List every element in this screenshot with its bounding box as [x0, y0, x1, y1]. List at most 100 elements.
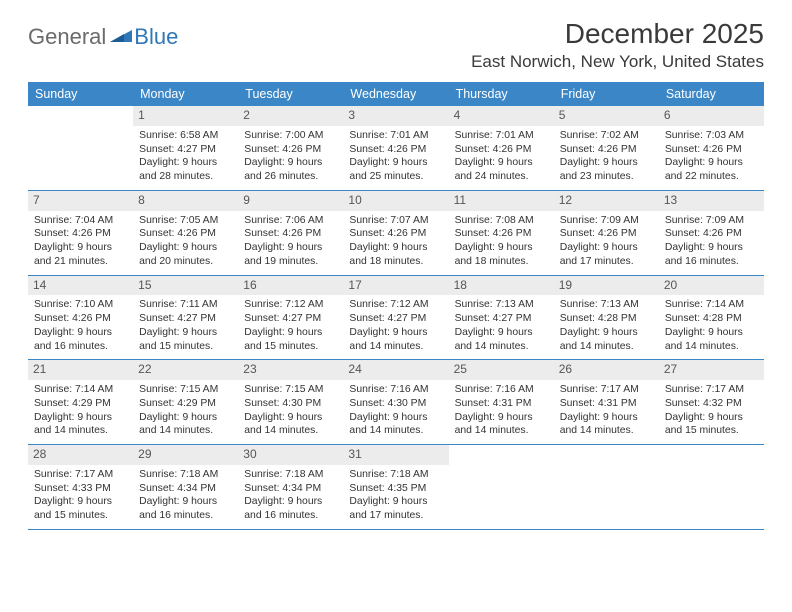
day-cell: 25 Sunrise: 7:16 AM Sunset: 4:31 PM Dayli…: [449, 360, 554, 444]
day-number: 31: [343, 445, 448, 465]
day-details: Sunrise: 7:16 AM Sunset: 4:30 PM Dayligh…: [349, 383, 442, 438]
logo-text-blue: Blue: [134, 24, 178, 50]
week-row: 7 Sunrise: 7:04 AM Sunset: 4:26 PM Daylig…: [28, 191, 764, 276]
day-details: Sunrise: 7:04 AM Sunset: 4:26 PM Dayligh…: [34, 214, 127, 269]
month-title: December 2025: [471, 18, 764, 50]
day-number: 12: [554, 191, 659, 211]
day-cell: 1Sunrise: 6:58 AM Sunset: 4:27 PM Daylig…: [133, 106, 238, 190]
weekday-header-cell: Thursday: [449, 82, 554, 106]
day-cell: 16Sunrise: 7:12 AM Sunset: 4:27 PM Dayli…: [238, 276, 343, 360]
day-details: Sunrise: 7:18 AM Sunset: 4:35 PM Dayligh…: [349, 468, 442, 523]
calendar: SundayMondayTuesdayWednesdayThursdayFrid…: [28, 82, 764, 530]
day-details: Sunrise: 7:03 AM Sunset: 4:26 PM Dayligh…: [665, 129, 758, 184]
day-number: 8: [133, 191, 238, 211]
day-details: Sunrise: 7:13 AM Sunset: 4:27 PM Dayligh…: [455, 298, 548, 353]
day-details: Sunrise: 7:05 AM Sunset: 4:26 PM Dayligh…: [139, 214, 232, 269]
day-details: Sunrise: 7:12 AM Sunset: 4:27 PM Dayligh…: [349, 298, 442, 353]
day-cell: 3 Sunrise: 7:01 AM Sunset: 4:26 PM Daylig…: [343, 106, 448, 190]
day-number: 21: [28, 360, 133, 380]
day-cell: [28, 106, 133, 190]
day-details: Sunrise: 7:18 AM Sunset: 4:34 PM Dayligh…: [244, 468, 337, 523]
day-details: Sunrise: 7:07 AM Sunset: 4:26 PM Dayligh…: [349, 214, 442, 269]
day-cell: 13Sunrise: 7:09 AM Sunset: 4:26 PM Dayli…: [659, 191, 764, 275]
title-block: December 2025 East Norwich, New York, Un…: [471, 18, 764, 72]
day-number: 7: [28, 191, 133, 211]
day-number: 22: [133, 360, 238, 380]
day-cell: [554, 445, 659, 529]
day-cell: 19Sunrise: 7:13 AM Sunset: 4:28 PM Dayli…: [554, 276, 659, 360]
day-cell: 24 Sunrise: 7:16 AM Sunset: 4:30 PM Dayli…: [343, 360, 448, 444]
day-cell: 30 Sunrise: 7:18 AM Sunset: 4:34 PM Dayli…: [238, 445, 343, 529]
week-row: 28Sunrise: 7:17 AM Sunset: 4:33 PM Dayli…: [28, 445, 764, 530]
week-row: 14Sunrise: 7:10 AM Sunset: 4:26 PM Dayli…: [28, 276, 764, 361]
day-number: 25: [449, 360, 554, 380]
day-number: 19: [554, 276, 659, 296]
day-number: 29: [133, 445, 238, 465]
location-text: East Norwich, New York, United States: [471, 52, 764, 72]
day-details: Sunrise: 7:00 AM Sunset: 4:26 PM Dayligh…: [244, 129, 337, 184]
day-details: Sunrise: 7:09 AM Sunset: 4:26 PM Dayligh…: [665, 214, 758, 269]
day-cell: 28Sunrise: 7:17 AM Sunset: 4:33 PM Dayli…: [28, 445, 133, 529]
day-cell: 12 Sunrise: 7:09 AM Sunset: 4:26 PM Dayli…: [554, 191, 659, 275]
day-number: 23: [238, 360, 343, 380]
weekday-header-cell: Friday: [554, 82, 659, 106]
logo-text-general: General: [28, 24, 106, 50]
day-cell: 15Sunrise: 7:11 AM Sunset: 4:27 PM Dayli…: [133, 276, 238, 360]
day-details: Sunrise: 7:01 AM Sunset: 4:26 PM Dayligh…: [455, 129, 548, 184]
day-details: Sunrise: 7:02 AM Sunset: 4:26 PM Dayligh…: [560, 129, 653, 184]
day-number: 5: [554, 106, 659, 126]
day-cell: 27 Sunrise: 7:17 AM Sunset: 4:32 PM Dayli…: [659, 360, 764, 444]
day-details: Sunrise: 7:17 AM Sunset: 4:31 PM Dayligh…: [560, 383, 653, 438]
day-cell: 22 Sunrise: 7:15 AM Sunset: 4:29 PM Dayli…: [133, 360, 238, 444]
day-details: Sunrise: 7:10 AM Sunset: 4:26 PM Dayligh…: [34, 298, 127, 353]
day-details: Sunrise: 7:16 AM Sunset: 4:31 PM Dayligh…: [455, 383, 548, 438]
logo-mark-icon: [110, 26, 132, 47]
day-cell: 23 Sunrise: 7:15 AM Sunset: 4:30 PM Dayli…: [238, 360, 343, 444]
day-cell: [449, 445, 554, 529]
day-cell: 6 Sunrise: 7:03 AM Sunset: 4:26 PM Daylig…: [659, 106, 764, 190]
day-number: 16: [238, 276, 343, 296]
logo: General Blue: [28, 24, 178, 50]
day-details: Sunrise: 7:13 AM Sunset: 4:28 PM Dayligh…: [560, 298, 653, 353]
day-details: Sunrise: 7:09 AM Sunset: 4:26 PM Dayligh…: [560, 214, 653, 269]
day-cell: 14Sunrise: 7:10 AM Sunset: 4:26 PM Dayli…: [28, 276, 133, 360]
day-details: Sunrise: 7:17 AM Sunset: 4:32 PM Dayligh…: [665, 383, 758, 438]
day-details: Sunrise: 6:58 AM Sunset: 4:27 PM Dayligh…: [139, 129, 232, 184]
day-number: 10: [343, 191, 448, 211]
week-row: 21 Sunrise: 7:14 AM Sunset: 4:29 PM Dayli…: [28, 360, 764, 445]
day-cell: 17Sunrise: 7:12 AM Sunset: 4:27 PM Dayli…: [343, 276, 448, 360]
day-details: Sunrise: 7:15 AM Sunset: 4:29 PM Dayligh…: [139, 383, 232, 438]
week-row: 1Sunrise: 6:58 AM Sunset: 4:27 PM Daylig…: [28, 106, 764, 191]
weekday-header-cell: Saturday: [659, 82, 764, 106]
day-cell: 18Sunrise: 7:13 AM Sunset: 4:27 PM Dayli…: [449, 276, 554, 360]
day-details: Sunrise: 7:01 AM Sunset: 4:26 PM Dayligh…: [349, 129, 442, 184]
day-number: 6: [659, 106, 764, 126]
weekday-header-row: SundayMondayTuesdayWednesdayThursdayFrid…: [28, 82, 764, 106]
day-cell: 26 Sunrise: 7:17 AM Sunset: 4:31 PM Dayli…: [554, 360, 659, 444]
day-number: 4: [449, 106, 554, 126]
day-details: Sunrise: 7:14 AM Sunset: 4:28 PM Dayligh…: [665, 298, 758, 353]
day-cell: 31 Sunrise: 7:18 AM Sunset: 4:35 PM Dayli…: [343, 445, 448, 529]
header: General Blue December 2025 East Norwich,…: [28, 18, 764, 72]
day-cell: 11Sunrise: 7:08 AM Sunset: 4:26 PM Dayli…: [449, 191, 554, 275]
day-cell: 29 Sunrise: 7:18 AM Sunset: 4:34 PM Dayli…: [133, 445, 238, 529]
day-number: 3: [343, 106, 448, 126]
day-details: Sunrise: 7:08 AM Sunset: 4:26 PM Dayligh…: [455, 214, 548, 269]
weekday-header-cell: Monday: [133, 82, 238, 106]
day-details: Sunrise: 7:18 AM Sunset: 4:34 PM Dayligh…: [139, 468, 232, 523]
day-number: 27: [659, 360, 764, 380]
day-number: 18: [449, 276, 554, 296]
weekday-header-cell: Sunday: [28, 82, 133, 106]
day-number: 24: [343, 360, 448, 380]
day-cell: 2Sunrise: 7:00 AM Sunset: 4:26 PM Daylig…: [238, 106, 343, 190]
weekday-header-cell: Wednesday: [343, 82, 448, 106]
day-number: 28: [28, 445, 133, 465]
day-details: Sunrise: 7:06 AM Sunset: 4:26 PM Dayligh…: [244, 214, 337, 269]
day-details: Sunrise: 7:14 AM Sunset: 4:29 PM Dayligh…: [34, 383, 127, 438]
day-cell: [659, 445, 764, 529]
day-cell: 10 Sunrise: 7:07 AM Sunset: 4:26 PM Dayli…: [343, 191, 448, 275]
day-number: 30: [238, 445, 343, 465]
day-details: Sunrise: 7:11 AM Sunset: 4:27 PM Dayligh…: [139, 298, 232, 353]
day-details: Sunrise: 7:15 AM Sunset: 4:30 PM Dayligh…: [244, 383, 337, 438]
day-number: 26: [554, 360, 659, 380]
